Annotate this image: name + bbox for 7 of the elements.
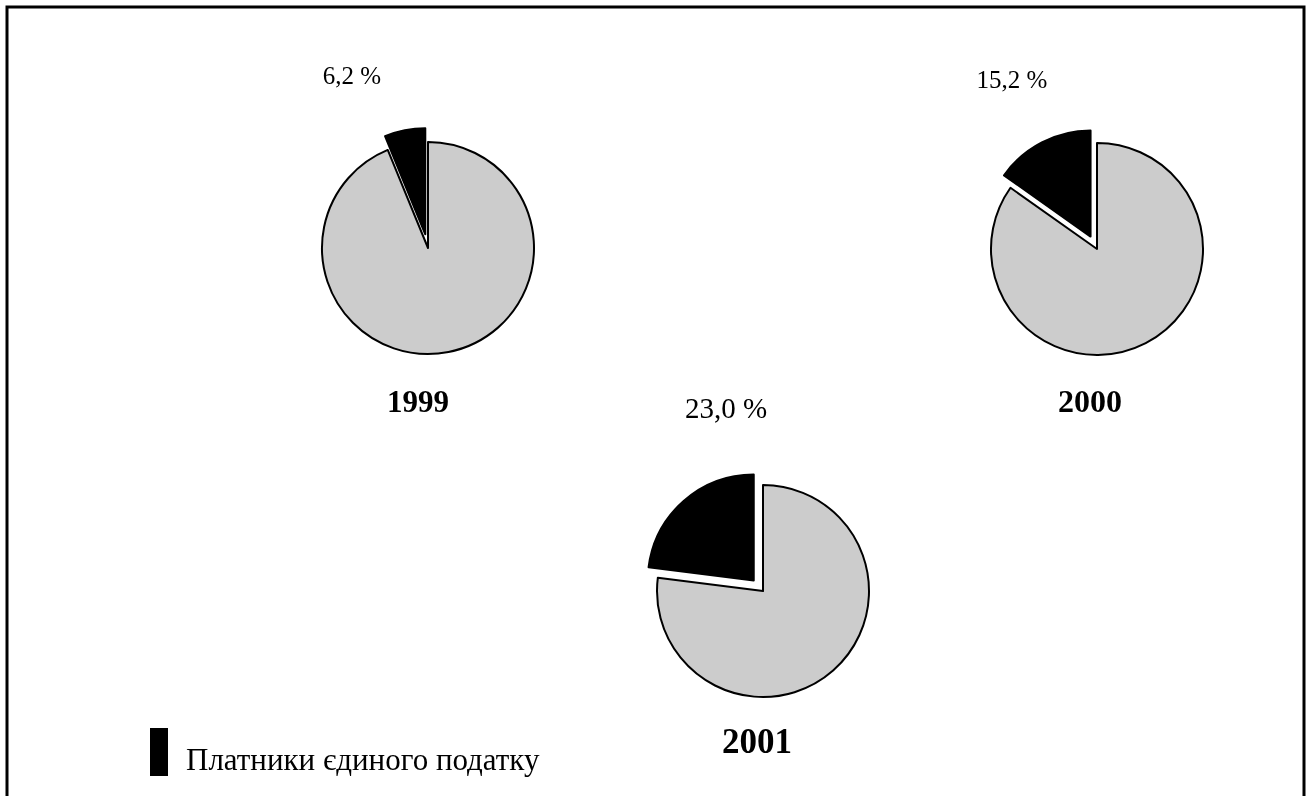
text: 2000 [1058,383,1122,419]
text: 2001 [722,722,792,761]
legend-label: Платники єдиного податку [186,742,540,777]
data-label: 15,2 % [976,66,1048,93]
data-label: 23,0 % [684,392,768,424]
text: 1999 [387,384,449,419]
data-label: 6,2 % [322,62,382,89]
